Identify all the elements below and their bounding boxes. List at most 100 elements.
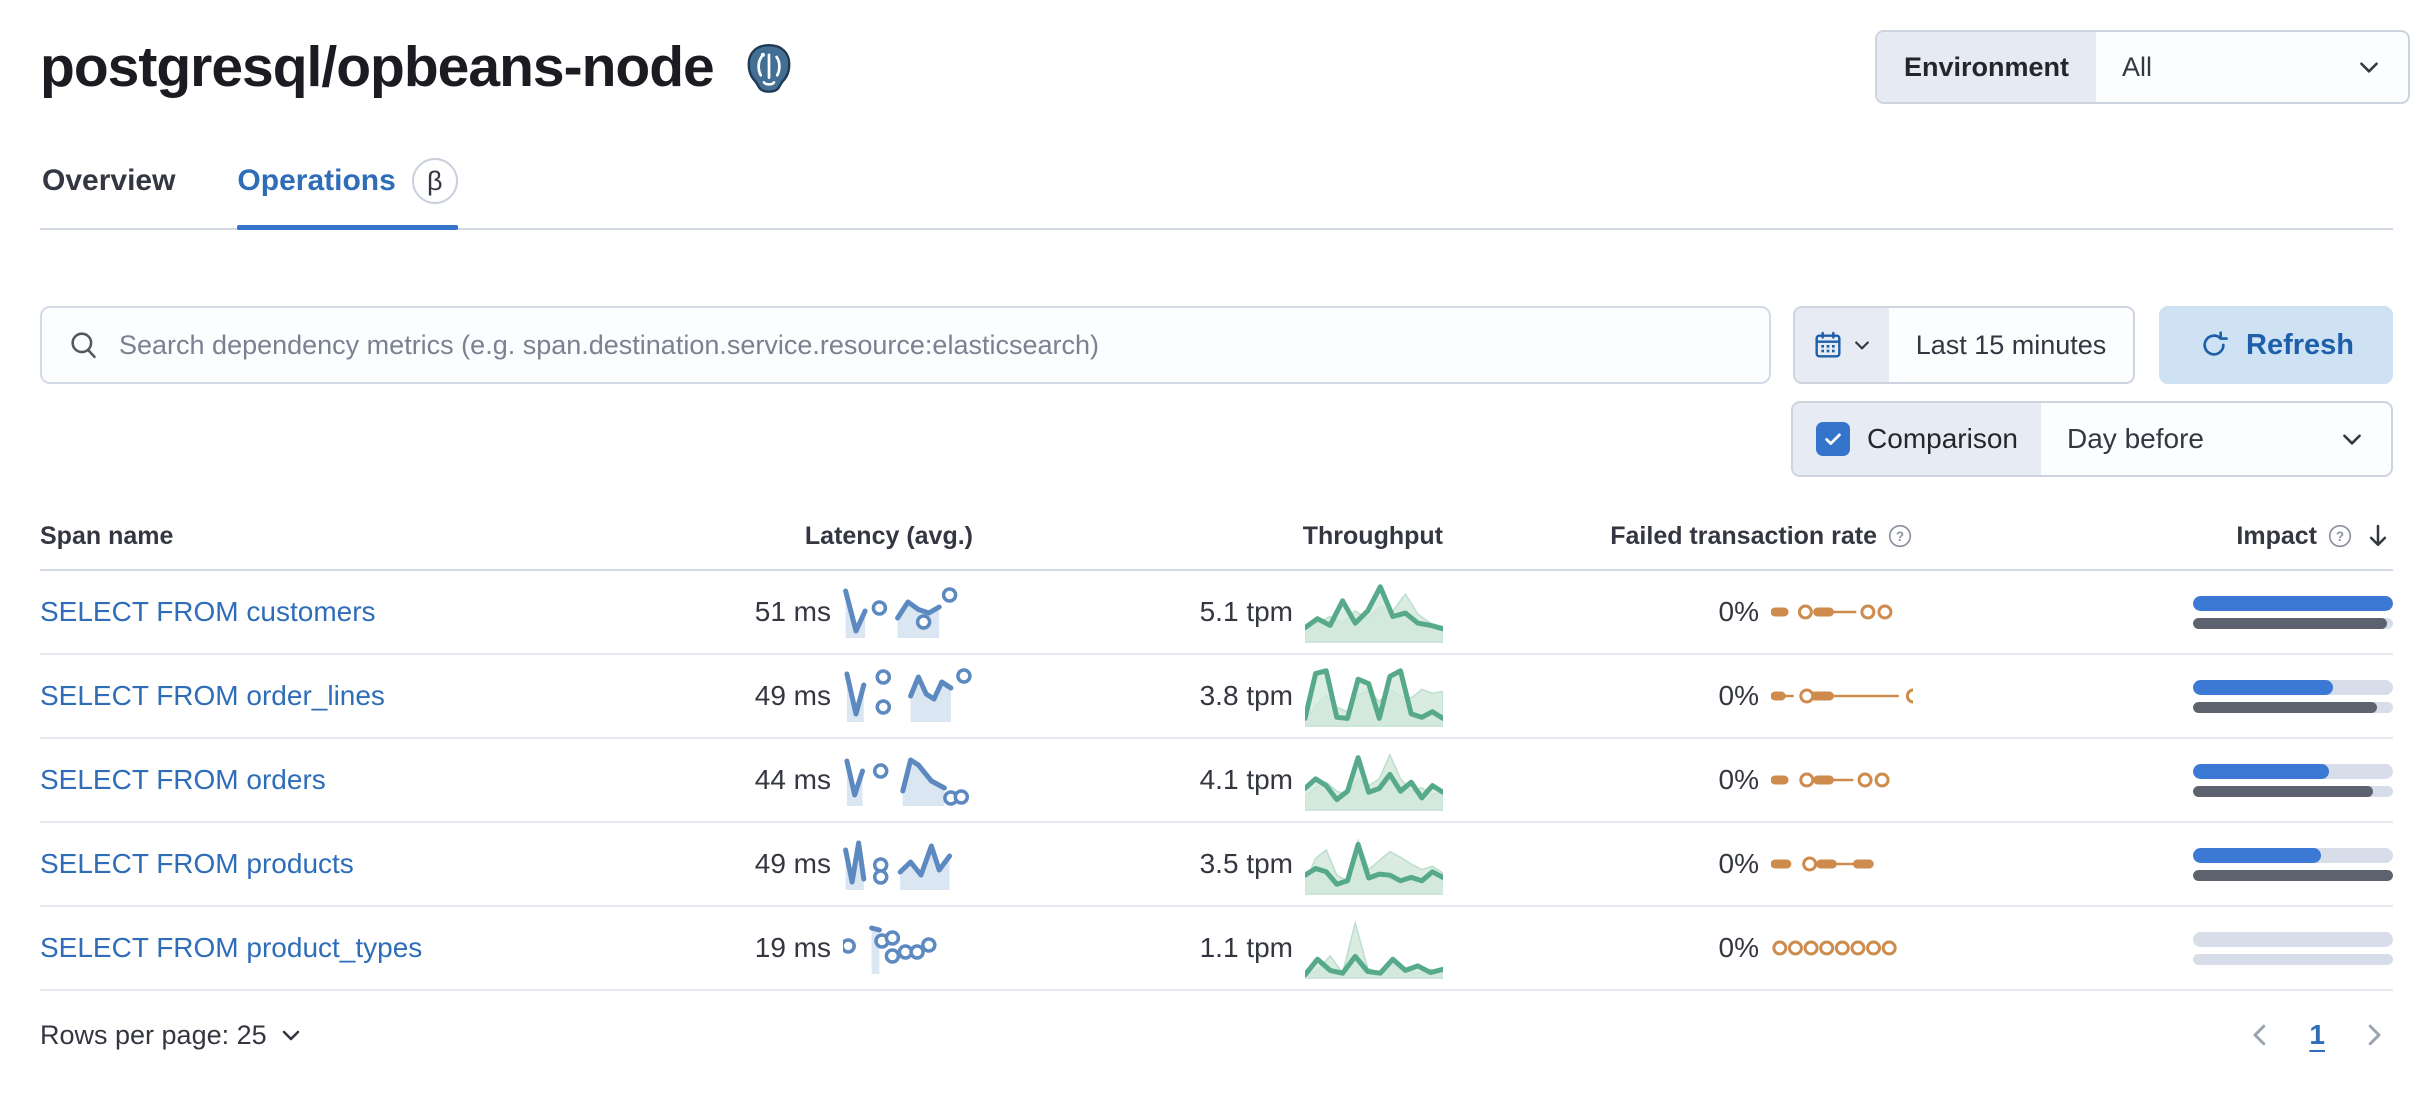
failed-rate-sparkline [1771, 848, 1913, 880]
throughput-value: 4.1 tpm [1199, 764, 1293, 795]
date-picker-calendar-button[interactable] [1795, 308, 1889, 382]
throughput-sparkline [1305, 581, 1443, 643]
span-name-link[interactable]: SELECT FROM product_types [40, 932, 423, 963]
throughput-sparkline [1305, 665, 1443, 727]
check-icon [1825, 433, 1841, 445]
failed-rate-cell: 0% [1443, 848, 1913, 880]
latency-sparkline [843, 752, 973, 808]
rows-per-page-label: Rows per page: 25 [40, 1019, 267, 1050]
rows-per-page-button[interactable]: Rows per page: 25 [40, 1020, 303, 1051]
impact-bar-previous [2193, 869, 2393, 881]
impact-bar-current [2193, 679, 2393, 695]
latency-sparkline [843, 584, 973, 640]
failed-rate-value: 0% [1718, 932, 1759, 963]
table-row: SELECT FROM orders 44 ms 4.1 tpm 0% [40, 739, 2393, 823]
latency-value: 44 ms [754, 764, 831, 795]
tab-operations-label: Operations [237, 164, 396, 197]
time-range-button[interactable]: Last 15 minutes [1889, 308, 2133, 382]
refresh-button[interactable]: Refresh [2159, 306, 2393, 384]
failed-rate-sparkline [1771, 596, 1913, 628]
impact-bars [2193, 931, 2393, 965]
throughput-cell: 1.1 tpm [973, 917, 1443, 979]
throughput-sparkline [1305, 749, 1443, 811]
latency-cell: 44 ms [513, 752, 973, 808]
impact-bars [2193, 679, 2393, 713]
impact-cell [1913, 679, 2393, 713]
refresh-icon [2203, 331, 2228, 356]
impact-cell [1913, 847, 2393, 881]
tab-operations[interactable]: Operations β [237, 158, 459, 230]
table-row: SELECT FROM product_types 19 ms 1.1 tpm 0% [40, 907, 2393, 991]
chevron-down-icon [2343, 434, 2361, 445]
span-name-link[interactable]: SELECT FROM products [40, 848, 354, 879]
impact-cell [1913, 595, 2393, 629]
latency-cell: 49 ms [513, 836, 973, 892]
impact-bar-previous [2193, 953, 2393, 965]
failed-rate-value: 0% [1718, 764, 1759, 795]
latency-cell: 49 ms [513, 668, 973, 724]
operations-table: Span name Latency (avg.) Throughput Fail… [40, 521, 2393, 991]
comparison-row: Comparison Day before [40, 401, 2393, 477]
environment-filter-label: Environment [1876, 32, 2096, 102]
column-header-impact[interactable]: Impact ? [1913, 521, 2393, 551]
comparison-label: Comparison [1867, 423, 2018, 454]
pagination: 1 [2245, 1019, 2389, 1051]
search-box [40, 306, 1771, 384]
tab-overview-label: Overview [42, 164, 176, 197]
throughput-value: 5.1 tpm [1199, 596, 1293, 627]
failed-rate-cell: 0% [1443, 932, 1913, 964]
latency-value: 49 ms [754, 848, 831, 879]
environment-filter: Environment All [1874, 30, 2410, 104]
help-icon[interactable]: ? [2327, 523, 2353, 549]
table-header: Span name Latency (avg.) Throughput Fail… [40, 521, 2393, 571]
table-row: SELECT FROM customers 51 ms 5.1 tpm 0% [40, 571, 2393, 655]
next-page-button[interactable] [2359, 1020, 2389, 1050]
latency-cell: 51 ms [513, 584, 973, 640]
latency-value: 19 ms [754, 932, 831, 963]
failed-rate-value: 0% [1718, 596, 1759, 627]
span-name-link[interactable]: SELECT FROM order_lines [40, 680, 385, 711]
column-header-throughput: Throughput [973, 522, 1443, 551]
failed-rate-cell: 0% [1443, 596, 1913, 628]
comparison-toggle: Comparison [1793, 403, 2041, 475]
impact-bars [2193, 595, 2393, 629]
page-header: postgresql/opbeans-node [40, 34, 2393, 100]
failed-rate-value: 0% [1718, 848, 1759, 879]
chevron-down-icon [282, 1030, 299, 1041]
impact-bar-current [2193, 763, 2393, 779]
environment-select[interactable]: All [2096, 32, 2408, 102]
page-title: postgresql/opbeans-node [40, 35, 715, 99]
search-icon [71, 332, 96, 359]
impact-bar-previous [2193, 785, 2393, 797]
impact-bars [2193, 763, 2393, 797]
span-name-header-label: Span name [40, 521, 174, 550]
help-icon[interactable]: ? [1887, 523, 1913, 549]
previous-page-button[interactable] [2245, 1020, 2275, 1050]
page-number[interactable]: 1 [2309, 1019, 2325, 1050]
table-footer: Rows per page: 25 1 [40, 1019, 2393, 1051]
comparison-select[interactable]: Day before [2041, 403, 2391, 475]
throughput-cell: 5.1 tpm [973, 581, 1443, 643]
column-header-span-name: Span name [40, 522, 513, 551]
chevron-right-icon [2368, 1024, 2381, 1046]
table-body: SELECT FROM customers 51 ms 5.1 tpm 0% SELEC… [40, 571, 2393, 991]
latency-header-label: Latency (avg.) [804, 521, 973, 550]
impact-bars [2193, 847, 2393, 881]
impact-cell [1913, 931, 2393, 965]
chevron-down-icon [2360, 62, 2378, 73]
span-name-cell: SELECT FROM products [40, 848, 513, 880]
span-name-link[interactable]: SELECT FROM customers [40, 596, 376, 627]
svg-text:?: ? [2336, 529, 2344, 544]
span-name-link[interactable]: SELECT FROM orders [40, 764, 326, 795]
span-name-cell: SELECT FROM order_lines [40, 680, 513, 712]
impact-bar-current [2193, 847, 2393, 863]
throughput-value: 3.5 tpm [1199, 848, 1293, 879]
failed-rate-cell: 0% [1443, 680, 1913, 712]
search-input[interactable] [119, 329, 1744, 361]
tab-overview[interactable]: Overview [42, 158, 175, 228]
failed-rate-sparkline [1771, 680, 1913, 712]
comparison-checkbox[interactable] [1816, 422, 1851, 456]
refresh-label: Refresh [2246, 328, 2354, 361]
time-range-value: Last 15 minutes [1915, 329, 2107, 360]
